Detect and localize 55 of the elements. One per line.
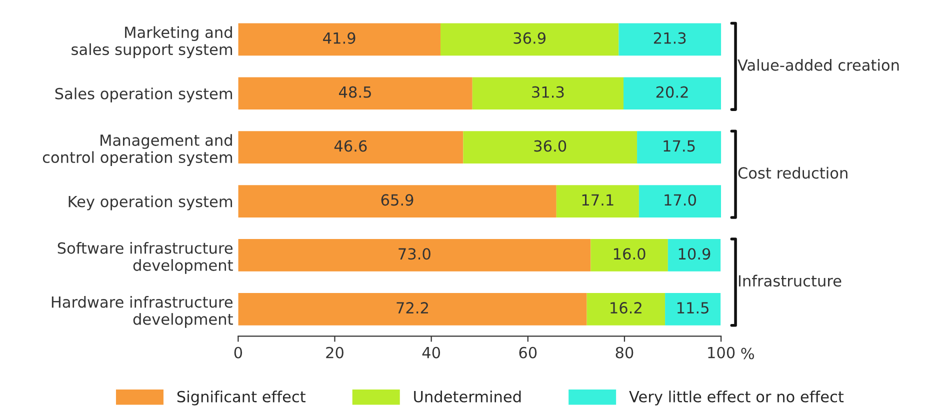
text: Cost reduction (738, 166, 848, 179)
y-tick-label: Sales operation system (55, 88, 232, 102)
data-label: 46.6 (334, 140, 367, 152)
data-label: 73.0 (398, 248, 430, 260)
data-label: 36.0 (534, 140, 566, 152)
bar (238, 23, 440, 56)
x-tick-label: 40 (422, 346, 440, 358)
bar (668, 239, 721, 272)
data-label: 17.1 (582, 194, 614, 206)
bar (638, 185, 722, 218)
data-label: 31.3 (532, 86, 564, 98)
legend-label: Very little effect or no effect (629, 390, 844, 406)
data-label: 36.9 (514, 32, 546, 44)
bar (618, 23, 722, 56)
bar (463, 131, 638, 164)
bar (238, 239, 591, 272)
bar (556, 185, 639, 218)
y-tick-label: Management and control operation system (42, 134, 232, 166)
x-tick-label: 100 (708, 346, 735, 358)
x-tick-label: 20 (326, 346, 344, 358)
data-label: 41.9 (323, 32, 356, 44)
bar (238, 131, 464, 164)
bar (637, 131, 722, 164)
bar (440, 23, 619, 56)
y-tick-label: Software infrastructure development (58, 242, 233, 274)
data-label: 65.9 (381, 194, 414, 206)
bar (472, 77, 624, 110)
x-tick-label: 80 (616, 346, 634, 358)
y-tick-label: Key operation system (68, 195, 232, 210)
y-tick-label: Marketing and sales support system (72, 26, 232, 58)
bar (238, 185, 556, 218)
data-label: 72.2 (396, 302, 428, 314)
bar (590, 239, 668, 272)
bar (624, 77, 722, 110)
x-tick-label: 60 (519, 346, 537, 358)
x-tick-label: 0 (234, 346, 242, 358)
data-label: 16.0 (614, 248, 646, 260)
data-label: 11.5 (677, 302, 708, 314)
legend-label: Significant effect (177, 390, 306, 406)
bar (238, 77, 472, 110)
text: Infrastructure (738, 274, 842, 287)
text: Value-added creation (738, 59, 899, 71)
x-axis-title: % (741, 348, 754, 360)
data-label: 10.9 (678, 248, 710, 260)
data-label: 48.5 (339, 86, 371, 98)
data-label: 21.3 (654, 32, 686, 44)
data-label: 17.5 (664, 140, 695, 152)
legend-label: Undetermined (414, 390, 521, 402)
bar (665, 292, 721, 326)
data-label: 20.2 (656, 86, 688, 98)
data-label: 17.0 (664, 194, 696, 206)
bar (238, 292, 587, 326)
y-tick-label: Hardware infrastructure development (52, 296, 233, 328)
bar (586, 292, 666, 326)
data-label: 16.2 (610, 302, 642, 314)
